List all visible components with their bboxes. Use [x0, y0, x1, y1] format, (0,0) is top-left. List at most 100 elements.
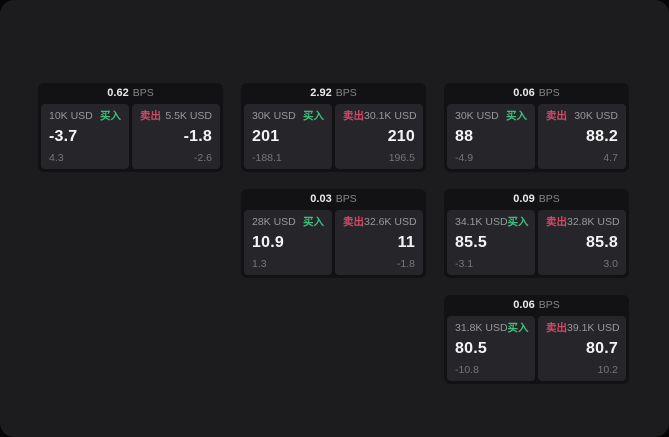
sell-price: 210: [387, 128, 415, 145]
buy-sub-value: -4.9: [455, 151, 474, 164]
buy-size: 28K USD: [252, 216, 296, 228]
sell-price: 80.7: [586, 340, 618, 357]
buy-label: 买入: [100, 110, 121, 122]
bps-unit-label: BPS: [538, 299, 560, 312]
sell-label: 卖出: [140, 110, 161, 122]
card-header: 0.06 BPS: [447, 83, 626, 104]
buy-topline: 31.8K USD 买入: [455, 322, 529, 334]
sell-size: 30K USD: [574, 110, 618, 122]
sell-label: 卖出: [343, 216, 364, 228]
buy-label: 买入: [303, 216, 324, 228]
card-body: 28K USD 买入 10.9 1.3 卖出 32.6K USD 11 -1.8: [244, 210, 423, 275]
card-header: 0.09 BPS: [447, 189, 626, 210]
sell-size: 32.8K USD: [567, 216, 620, 228]
buy-size: 31.8K USD: [455, 322, 508, 334]
sell-label: 卖出: [546, 216, 567, 228]
sell-label: 卖出: [546, 322, 567, 334]
buy-size: 34.1K USD: [455, 216, 508, 228]
buy-panel[interactable]: 10K USD 买入 -3.7 4.3: [41, 104, 129, 169]
sell-price: 11: [397, 234, 415, 251]
bps-unit-label: BPS: [132, 87, 154, 100]
quote-card: 0.62 BPS 10K USD 买入 -3.7 4.3 卖出 5.5K USD: [38, 83, 223, 172]
buy-price: 80.5: [455, 340, 487, 357]
sell-sub-value: 3.0: [603, 257, 618, 270]
buy-price: 85.5: [455, 234, 487, 251]
bps-value: 0.06: [513, 299, 535, 311]
buy-label: 买入: [507, 216, 529, 228]
buy-sub-value: -3.1: [455, 257, 474, 270]
buy-price: 88: [455, 128, 474, 145]
buy-price: 10.9: [252, 234, 284, 251]
sell-panel[interactable]: 卖出 32.6K USD 11 -1.8: [335, 210, 423, 275]
card-body: 30K USD 买入 88 -4.9 卖出 30K USD 88.2 4.7: [447, 104, 626, 169]
bps-unit-label: BPS: [538, 193, 560, 206]
bps-unit-label: BPS: [335, 87, 357, 100]
buy-label: 买入: [507, 322, 529, 334]
buy-topline: 34.1K USD 买入: [455, 216, 529, 228]
card-body: 10K USD 买入 -3.7 4.3 卖出 5.5K USD -1.8 -2.…: [41, 104, 220, 169]
sell-panel[interactable]: 卖出 30.1K USD 210 196.5: [335, 104, 423, 169]
sell-sub-value: 10.2: [597, 363, 618, 376]
quote-card: 0.03 BPS 28K USD 买入 10.9 1.3 卖出 32.6K US…: [241, 189, 426, 278]
buy-panel[interactable]: 28K USD 买入 10.9 1.3: [244, 210, 332, 275]
sell-sub-value: 4.7: [603, 151, 618, 164]
buy-sub-value: -188.1: [252, 151, 282, 164]
bps-unit-label: BPS: [335, 193, 357, 206]
sell-price: -1.8: [183, 128, 212, 145]
quote-card: 0.06 BPS 30K USD 买入 88 -4.9 卖出 30K USD: [444, 83, 629, 172]
quote-card: 0.09 BPS 34.1K USD 买入 85.5 -3.1 卖出 32.8K…: [444, 189, 629, 278]
sell-topline: 卖出 39.1K USD: [546, 322, 620, 334]
buy-topline: 10K USD 买入: [49, 111, 121, 122]
sell-topline: 卖出 30.1K USD: [343, 110, 417, 122]
card-header: 0.06 BPS: [447, 295, 626, 316]
buy-topline: 30K USD 买入: [455, 111, 527, 122]
sell-price: 88.2: [586, 128, 618, 145]
buy-sub-value: -10.8: [455, 363, 479, 376]
card-header: 0.62 BPS: [41, 83, 220, 104]
sell-sub-value: -1.8: [396, 257, 415, 270]
buy-panel[interactable]: 30K USD 买入 201 -188.1: [244, 104, 332, 169]
buy-topline: 28K USD 买入: [252, 217, 324, 228]
buy-sub-value: 4.3: [49, 151, 64, 164]
sell-label: 卖出: [343, 110, 364, 122]
bps-value: 0.09: [513, 193, 535, 205]
sell-topline: 卖出 5.5K USD: [140, 111, 212, 122]
buy-size: 30K USD: [455, 110, 499, 122]
sell-size: 39.1K USD: [567, 322, 620, 334]
buy-label: 买入: [506, 110, 527, 122]
buy-price: 201: [252, 128, 280, 145]
bps-value: 0.62: [107, 87, 129, 99]
sell-panel[interactable]: 卖出 5.5K USD -1.8 -2.6: [132, 104, 220, 169]
card-header: 0.03 BPS: [244, 189, 423, 210]
buy-label: 买入: [303, 110, 324, 122]
card-body: 31.8K USD 买入 80.5 -10.8 卖出 39.1K USD 80.…: [447, 316, 626, 381]
sell-label: 卖出: [546, 110, 567, 122]
sell-topline: 卖出 32.8K USD: [546, 216, 620, 228]
quote-card-grid: 0.62 BPS 10K USD 买入 -3.7 4.3 卖出 5.5K USD: [38, 83, 629, 384]
sell-panel[interactable]: 卖出 39.1K USD 80.7 10.2: [538, 316, 626, 381]
sell-sub-value: -2.6: [193, 151, 212, 164]
buy-size: 30K USD: [252, 110, 296, 122]
buy-panel[interactable]: 30K USD 买入 88 -4.9: [447, 104, 535, 169]
card-body: 34.1K USD 买入 85.5 -3.1 卖出 32.8K USD 85.8…: [447, 210, 626, 275]
sell-price: 85.8: [586, 234, 618, 251]
buy-panel[interactable]: 31.8K USD 买入 80.5 -10.8: [447, 316, 535, 381]
bps-value: 0.03: [310, 193, 332, 205]
bps-value: 2.92: [310, 87, 332, 99]
sell-topline: 卖出 30K USD: [546, 111, 618, 122]
sell-topline: 卖出 32.6K USD: [343, 216, 417, 228]
quote-card: 2.92 BPS 30K USD 买入 201 -188.1 卖出 30.1K …: [241, 83, 426, 172]
sell-size: 30.1K USD: [364, 110, 417, 122]
buy-sub-value: 1.3: [252, 257, 267, 270]
sell-panel[interactable]: 卖出 30K USD 88.2 4.7: [538, 104, 626, 169]
quote-card: 0.06 BPS 31.8K USD 买入 80.5 -10.8 卖出 39.1…: [444, 295, 629, 384]
bps-unit-label: BPS: [538, 87, 560, 100]
sell-panel[interactable]: 卖出 32.8K USD 85.8 3.0: [538, 210, 626, 275]
sell-size: 5.5K USD: [165, 110, 212, 122]
buy-price: -3.7: [49, 128, 78, 145]
bps-value: 0.06: [513, 87, 535, 99]
sell-size: 32.6K USD: [364, 216, 417, 228]
buy-panel[interactable]: 34.1K USD 买入 85.5 -3.1: [447, 210, 535, 275]
card-body: 30K USD 买入 201 -188.1 卖出 30.1K USD 210 1…: [244, 104, 423, 169]
